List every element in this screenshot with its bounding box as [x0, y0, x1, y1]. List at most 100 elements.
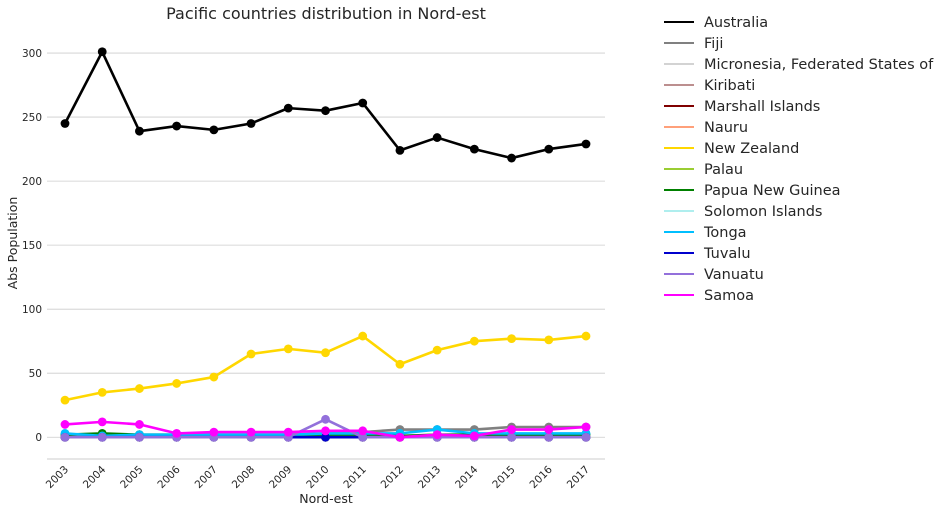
data-point [507, 425, 516, 434]
y-tick-label: 300 [22, 48, 42, 60]
data-point [135, 384, 144, 393]
legend: Australia Fiji Micronesia, Federated State… [664, 15, 934, 304]
legend-item: Australia [664, 15, 768, 31]
data-point [60, 420, 70, 429]
data-point [507, 153, 516, 163]
y-tick-label: 100 [22, 304, 42, 316]
x-tick-label: 2010 [304, 464, 331, 491]
legend-item: Tonga [664, 225, 747, 241]
data-point [246, 349, 256, 359]
data-point [172, 121, 182, 131]
data-point [432, 133, 442, 142]
legend-item: Tuvalu [664, 246, 751, 262]
x-axis-title: Nord-est [299, 491, 353, 506]
chart-title: Pacific countries distribution in Nord-e… [166, 4, 486, 23]
legend-item: Fiji [664, 36, 723, 52]
legend-label: Solomon Islands [704, 204, 822, 220]
data-point [507, 432, 516, 442]
data-point [209, 427, 219, 437]
data-point [172, 428, 182, 438]
x-tick-labels: 2003 2004 2005 2006 2007 2008 2009 2010 2011 2012… [44, 463, 592, 491]
y-axis-title: Abs Population [5, 197, 20, 290]
data-point [544, 425, 554, 434]
series-6 [60, 331, 591, 405]
data-point [469, 144, 479, 154]
data-point [97, 388, 107, 397]
data-point [283, 427, 293, 437]
series-0 [60, 47, 591, 163]
legend-label: New Zealand [704, 141, 799, 157]
data-point [581, 422, 591, 432]
x-tick-label: 2007 [193, 464, 220, 491]
data-point [60, 119, 70, 128]
legend-label: Micronesia, Federated States of [704, 57, 934, 73]
legend-item: Marshall Islands [664, 99, 820, 115]
legend-label: Samoa [704, 288, 754, 304]
data-point [321, 348, 330, 358]
legend-label: Vanuatu [704, 267, 764, 283]
data-point [321, 426, 330, 436]
x-tick-label: 2008 [230, 464, 257, 491]
legend-label: Palau [704, 162, 743, 178]
data-point [544, 144, 554, 154]
legend-label: Papua New Guinea [704, 183, 841, 199]
data-point [544, 335, 554, 345]
data-point [135, 420, 144, 429]
data-point [97, 47, 107, 57]
legend-label: Australia [704, 15, 768, 31]
data-point [432, 345, 442, 355]
y-tick-label: 0 [35, 432, 42, 444]
data-point [395, 432, 405, 442]
x-tick-label: 2017 [565, 464, 592, 491]
data-point [581, 432, 591, 442]
x-tick-label: 2016 [528, 463, 556, 491]
legend-item: Palau [664, 162, 743, 178]
series-13 [60, 417, 591, 442]
data-point [172, 379, 182, 388]
data-point [395, 359, 405, 369]
data-point [544, 432, 554, 442]
legend-label: Tuvalu [703, 246, 751, 262]
data-point [60, 432, 70, 442]
y-tick-label: 150 [22, 240, 42, 252]
data-point [283, 103, 293, 113]
data-point [283, 344, 293, 354]
x-tick-label: 2003 [44, 464, 71, 491]
legend-label: Fiji [704, 36, 723, 52]
data-point [209, 372, 219, 382]
data-point [581, 139, 591, 149]
series-line [63, 50, 587, 160]
data-point [246, 427, 256, 437]
data-point [469, 336, 479, 346]
data-point [135, 126, 144, 136]
legend-item: Kiribati [664, 78, 755, 94]
data-point [209, 125, 219, 135]
data-point [581, 331, 591, 341]
x-tick-label: 2013 [416, 464, 443, 491]
y-tick-label: 200 [22, 176, 42, 188]
data-point [321, 106, 330, 116]
data-point [358, 432, 368, 442]
legend-label: Tonga [703, 225, 747, 241]
data-point [97, 432, 107, 442]
data-point [358, 98, 368, 108]
data-point [395, 145, 405, 155]
x-tick-label: 2012 [379, 464, 406, 491]
data-point [469, 431, 479, 441]
data-point [432, 430, 442, 440]
legend-item: Samoa [664, 288, 754, 304]
series-group [60, 47, 591, 442]
data-point [97, 417, 107, 427]
y-tick-label: 250 [22, 112, 42, 124]
legend-item: Papua New Guinea [664, 183, 841, 199]
y-tick-label: 50 [29, 368, 42, 380]
x-tick-label: 2015 [490, 464, 517, 491]
x-tick-label: 2011 [341, 464, 368, 491]
data-point [60, 395, 70, 405]
data-point [358, 426, 368, 436]
data-point [321, 432, 330, 442]
data-point [358, 331, 368, 341]
legend-label: Nauru [704, 120, 748, 136]
legend-label: Marshall Islands [704, 99, 820, 115]
gridlines [47, 52, 605, 438]
